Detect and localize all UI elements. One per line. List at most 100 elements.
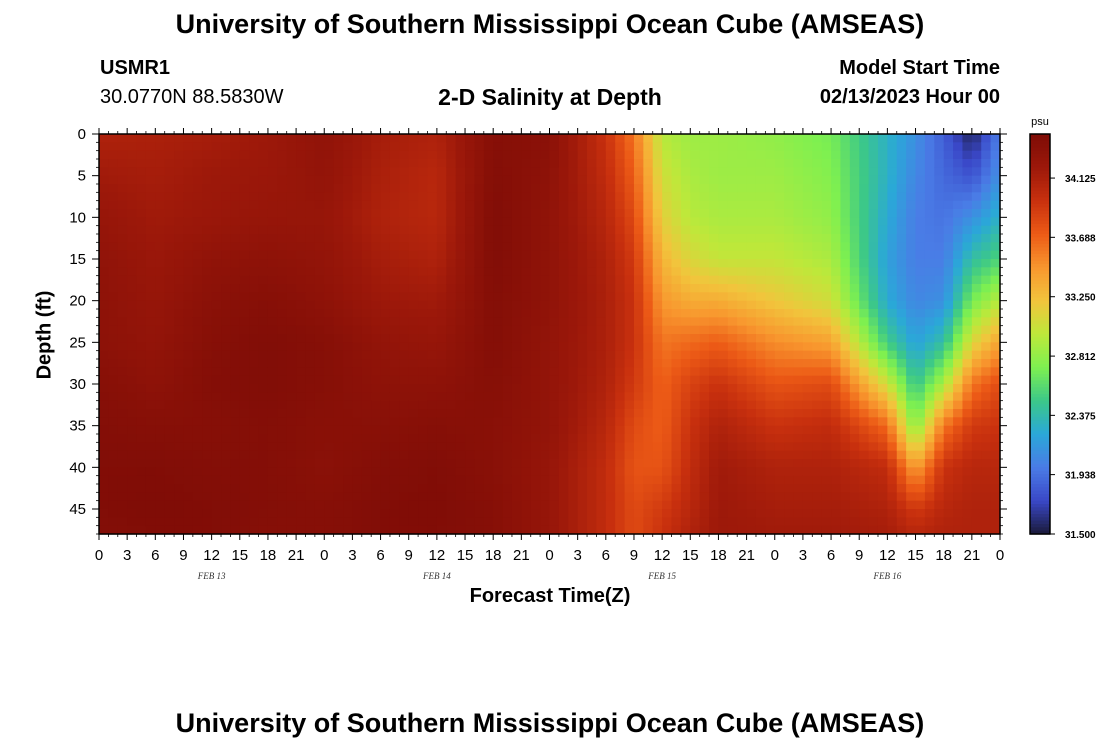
heatmap-cell — [971, 442, 982, 452]
heatmap-cell — [361, 450, 372, 460]
heatmap-cell — [709, 250, 720, 260]
heatmap-cell — [164, 192, 175, 202]
heatmap-cell — [136, 425, 147, 435]
heatmap-cell — [831, 375, 842, 385]
colorbar-segment — [1030, 157, 1050, 162]
heatmap-cell — [859, 284, 870, 293]
heatmap-cell — [389, 309, 400, 318]
heatmap-cell — [652, 367, 663, 377]
heatmap-cell — [258, 359, 269, 368]
heatmap-cell — [596, 134, 607, 143]
heatmap-cell — [211, 400, 222, 410]
heatmap-cell — [605, 409, 616, 418]
heatmap-cell — [183, 442, 194, 452]
heatmap-cell — [568, 300, 579, 310]
heatmap-cell — [127, 467, 138, 477]
heatmap-cell — [314, 259, 325, 268]
heatmap-cell — [221, 334, 231, 343]
heatmap-cell — [474, 217, 485, 227]
heatmap-cell — [258, 159, 269, 168]
heatmap-cell — [211, 142, 222, 152]
heatmap-cell — [953, 292, 964, 302]
heatmap-cell — [511, 159, 522, 168]
heatmap-cell — [483, 425, 494, 435]
heatmap-cell — [793, 325, 804, 335]
colorbar-segment — [1030, 260, 1050, 265]
heatmap-cell — [765, 250, 776, 260]
heatmap-cell — [99, 334, 109, 343]
heatmap-cell — [540, 167, 551, 177]
heatmap-cell — [906, 209, 917, 218]
heatmap-cell — [277, 325, 288, 335]
heatmap-cell — [877, 442, 888, 452]
heatmap-cell — [699, 284, 710, 293]
heatmap-cell — [934, 525, 945, 535]
heatmap-cell — [127, 134, 138, 143]
heatmap-cell — [399, 492, 410, 502]
heatmap-cell — [502, 500, 513, 510]
heatmap-cell — [343, 384, 354, 393]
heatmap-cell — [558, 250, 569, 260]
heatmap-cell — [934, 250, 945, 260]
heatmap-cell — [108, 184, 119, 193]
heatmap-cell — [906, 384, 917, 393]
heatmap-cell — [164, 417, 175, 427]
colorbar-segment — [1030, 207, 1050, 212]
heatmap-cell — [136, 434, 147, 443]
heatmap-cell — [962, 242, 973, 252]
heatmap-cell — [859, 334, 870, 343]
heatmap-cell — [849, 375, 860, 385]
heatmap-cell — [465, 400, 476, 410]
heatmap-cell — [239, 434, 250, 443]
heatmap-cell — [530, 409, 541, 418]
heatmap-cell — [831, 459, 842, 468]
heatmap-cell — [465, 350, 476, 360]
heatmap-cell — [737, 234, 748, 243]
heatmap-cell — [793, 217, 804, 227]
heatmap-cell — [699, 400, 710, 410]
heatmap-cell — [671, 275, 682, 285]
heatmap-cell — [652, 259, 663, 268]
heatmap-cell — [418, 417, 429, 427]
heatmap-cell — [436, 350, 447, 360]
heatmap-cell — [699, 259, 710, 268]
heatmap-cell — [680, 367, 691, 377]
heatmap-cell — [727, 150, 738, 160]
heatmap-cell — [474, 134, 485, 143]
heatmap-cell — [652, 475, 663, 485]
heatmap-cell — [709, 209, 720, 218]
heatmap-cell — [840, 375, 851, 385]
heatmap-cell — [896, 384, 907, 393]
heatmap-cell — [784, 159, 795, 168]
heatmap-cell — [174, 350, 185, 360]
heatmap-cell — [521, 134, 532, 143]
heatmap-cell — [633, 442, 644, 452]
heatmap-cell — [540, 184, 551, 193]
heatmap-cell — [671, 192, 682, 202]
heatmap-cell — [821, 267, 832, 277]
heatmap-cell — [896, 459, 907, 468]
heatmap-cell — [174, 367, 185, 377]
heatmap-cell — [821, 350, 832, 360]
heatmap-cell — [643, 175, 654, 185]
heatmap-cell — [540, 242, 551, 252]
heatmap-cell — [615, 442, 626, 452]
x-tick-label: 12 — [203, 547, 220, 564]
heatmap-cell — [906, 467, 917, 477]
heatmap-cell — [699, 417, 710, 427]
x-tick-label: 3 — [799, 547, 807, 564]
heatmap-cell — [943, 159, 954, 168]
heatmap-cell — [427, 192, 438, 202]
heatmap-cell — [746, 217, 757, 227]
heatmap-cell — [831, 392, 842, 402]
heatmap-cell — [183, 184, 194, 193]
heatmap-cell — [962, 350, 973, 360]
heatmap-cell — [164, 242, 175, 252]
y-tick-label: 15 — [69, 251, 86, 268]
heatmap-cell — [718, 200, 729, 210]
heatmap-cell — [361, 384, 372, 393]
heatmap-cell — [605, 300, 616, 310]
heatmap-cell — [643, 242, 654, 252]
heatmap-cell — [718, 350, 729, 360]
heatmap-cell — [511, 359, 522, 368]
